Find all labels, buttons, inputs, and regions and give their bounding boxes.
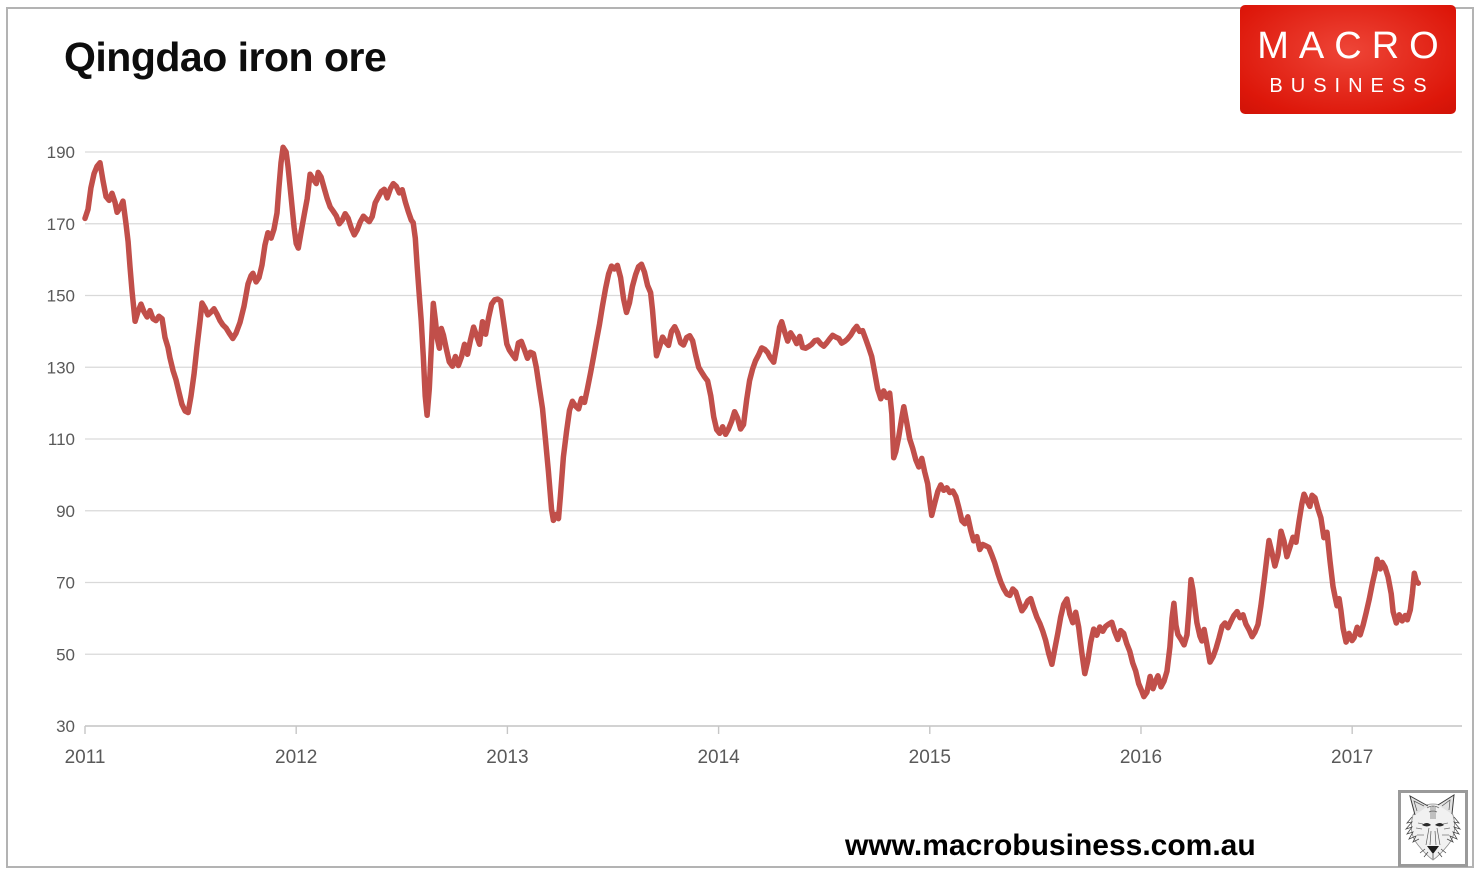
wolf-logo-image bbox=[1398, 790, 1468, 867]
y-tick-label-70: 70 bbox=[56, 574, 75, 593]
y-tick-label-190: 190 bbox=[47, 143, 75, 162]
y-tick-label-150: 150 bbox=[47, 287, 75, 306]
x-tick-label-2016: 2016 bbox=[1120, 747, 1162, 768]
y-axis-labels: 190 170 150 130 110 90 70 50 30 bbox=[47, 143, 75, 736]
x-axis-line-and-ticks bbox=[84, 725, 1462, 734]
y-tick-label-50: 50 bbox=[56, 645, 75, 664]
chart-title: Qingdao iron ore bbox=[64, 34, 387, 80]
x-tick-label-2014: 2014 bbox=[697, 747, 740, 768]
x-tick-label-2015: 2015 bbox=[909, 747, 951, 768]
x-tick-label-2017: 2017 bbox=[1331, 747, 1373, 768]
macrobusiness-logo: MACRO BUSINESS bbox=[1240, 5, 1456, 114]
website-url: www.macrobusiness.com.au bbox=[845, 829, 1256, 862]
y-tick-label-130: 130 bbox=[47, 358, 75, 377]
y-tick-label-90: 90 bbox=[56, 502, 75, 521]
logo-text-macro: MACRO bbox=[1257, 25, 1449, 67]
y-tick-label-30: 30 bbox=[56, 717, 75, 736]
price-line-series bbox=[82, 144, 1422, 700]
y-tick-label-170: 170 bbox=[47, 215, 75, 234]
x-tick-label-2013: 2013 bbox=[486, 747, 528, 768]
x-tick-label-2012: 2012 bbox=[275, 747, 317, 768]
y-tick-label-110: 110 bbox=[48, 430, 75, 449]
gridlines bbox=[85, 151, 1462, 727]
logo-text-business: BUSINESS bbox=[1269, 75, 1435, 97]
wolf-sketch-icon bbox=[1404, 794, 1462, 861]
iron-ore-price-line bbox=[82, 144, 1422, 700]
x-tick-label-2011: 2011 bbox=[65, 747, 106, 768]
x-axis-labels: 2011 2012 2013 2014 2015 2016 2017 bbox=[65, 747, 1374, 768]
